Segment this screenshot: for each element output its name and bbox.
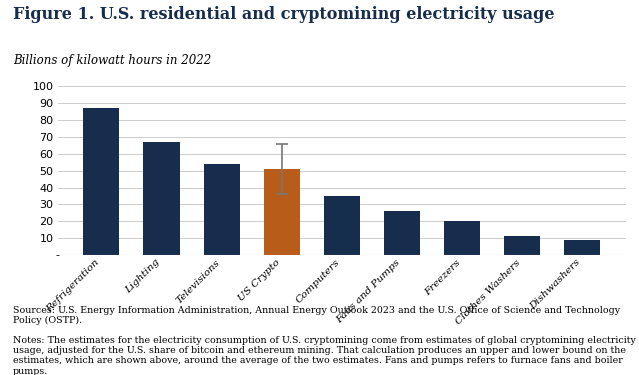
- Text: Figure 1. U.S. residential and cryptomining electricity usage: Figure 1. U.S. residential and cryptomin…: [13, 6, 554, 22]
- Bar: [264, 169, 300, 255]
- Bar: [204, 164, 240, 255]
- Bar: [83, 108, 119, 255]
- Text: Sources: U.S. Energy Information Administration, Annual Energy Outlook 2023 and : Sources: U.S. Energy Information Adminis…: [13, 306, 620, 325]
- Bar: [444, 221, 480, 255]
- Bar: [504, 237, 540, 255]
- Bar: [144, 142, 180, 255]
- Text: -: -: [56, 250, 59, 260]
- Bar: [564, 240, 601, 255]
- Bar: [384, 211, 420, 255]
- Text: Notes: The estimates for the electricity consumption of U.S. cryptomining come f: Notes: The estimates for the electricity…: [13, 336, 636, 375]
- Bar: [324, 196, 360, 255]
- Text: Billions of kilowatt hours in 2022: Billions of kilowatt hours in 2022: [13, 54, 211, 68]
